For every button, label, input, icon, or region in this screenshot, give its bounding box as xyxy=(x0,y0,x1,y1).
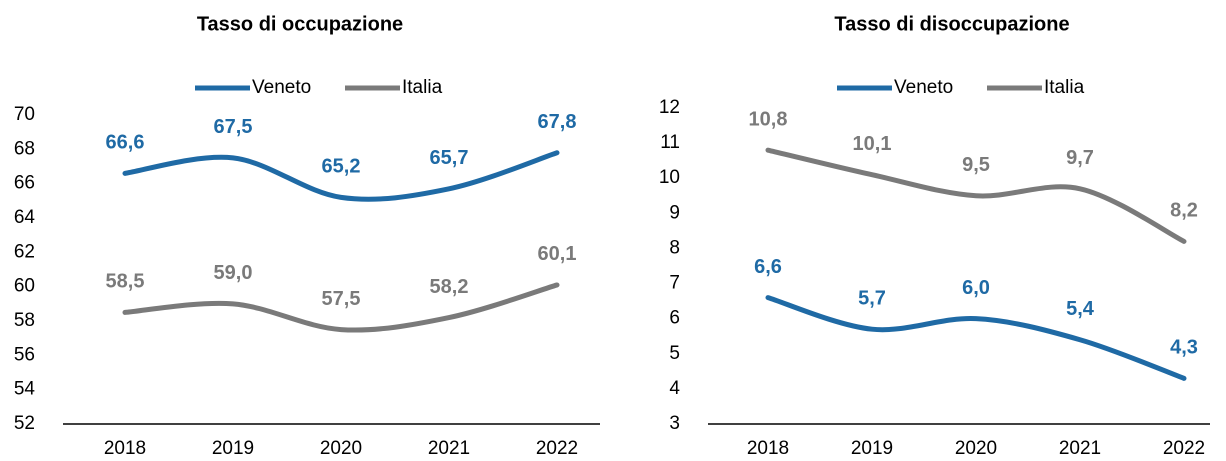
x-tick-label: 2021 xyxy=(1059,438,1101,459)
data-label: 6,0 xyxy=(962,277,990,299)
y-tick-label: 64 xyxy=(14,207,36,228)
y-tick-label: 58 xyxy=(14,310,35,331)
data-label: 9,7 xyxy=(1066,147,1094,169)
x-tick-label: 2021 xyxy=(428,438,470,459)
x-tick-label: 2019 xyxy=(212,438,254,459)
x-tick-label: 2022 xyxy=(536,438,578,459)
y-tick-label: 11 xyxy=(660,132,680,153)
line xyxy=(765,147,1187,244)
data-label: 58,5 xyxy=(106,271,145,293)
data-label: 59,0 xyxy=(214,262,253,284)
y-tick-label: 7 xyxy=(669,273,680,294)
data-label: 66,6 xyxy=(106,132,145,154)
legend-label: Italia xyxy=(402,77,443,98)
chart-title: Tasso di disoccupazione xyxy=(834,13,1069,35)
y-tick-label: 12 xyxy=(659,97,680,118)
x-tick-label: 2022 xyxy=(1163,438,1205,459)
data-label: 10,8 xyxy=(749,108,788,130)
data-label: 4,3 xyxy=(1170,337,1198,359)
data-label: 8,2 xyxy=(1170,200,1198,222)
data-label: 5,7 xyxy=(858,287,886,309)
y-tick-label: 9 xyxy=(669,202,680,223)
y-tick-label: 10 xyxy=(659,167,680,188)
data-label: 67,8 xyxy=(538,111,577,133)
data-label: 65,2 xyxy=(322,156,361,178)
legend-label: Veneto xyxy=(252,77,311,98)
data-label: 5,4 xyxy=(1066,298,1095,320)
line xyxy=(122,150,560,202)
x-tick-label: 2019 xyxy=(851,438,893,459)
y-tick-label: 66 xyxy=(14,173,35,194)
y-tick-label: 54 xyxy=(14,379,36,400)
line xyxy=(765,295,1187,381)
y-tick-label: 3 xyxy=(669,413,680,434)
y-tick-label: 8 xyxy=(669,237,680,258)
x-tick-label: 2020 xyxy=(955,438,997,459)
x-tick-label: 2020 xyxy=(320,438,362,459)
y-tick-label: 60 xyxy=(14,276,35,297)
legend-label: Veneto xyxy=(894,77,953,98)
data-label: 60,1 xyxy=(538,243,577,265)
y-tick-label: 56 xyxy=(14,344,35,365)
data-label: 57,5 xyxy=(322,288,361,310)
x-tick-label: 2018 xyxy=(747,438,789,459)
data-label: 67,5 xyxy=(214,116,253,138)
y-tick-label: 5 xyxy=(669,343,680,364)
data-label: 65,7 xyxy=(430,147,469,169)
y-tick-label: 68 xyxy=(14,138,35,159)
data-label: 58,2 xyxy=(430,276,469,298)
x-tick-label: 2018 xyxy=(104,438,146,459)
y-tick-label: 62 xyxy=(14,241,35,262)
y-tick-label: 52 xyxy=(14,413,35,434)
y-tick-label: 4 xyxy=(669,378,680,399)
legend-label: Italia xyxy=(1044,77,1085,98)
data-label: 6,6 xyxy=(754,256,782,278)
data-label: 10,1 xyxy=(853,133,892,155)
chart-title: Tasso di occupazione xyxy=(197,13,403,35)
line xyxy=(122,282,560,333)
y-tick-label: 6 xyxy=(669,308,680,329)
y-tick-label: 70 xyxy=(14,104,35,125)
data-label: 9,5 xyxy=(962,154,990,176)
